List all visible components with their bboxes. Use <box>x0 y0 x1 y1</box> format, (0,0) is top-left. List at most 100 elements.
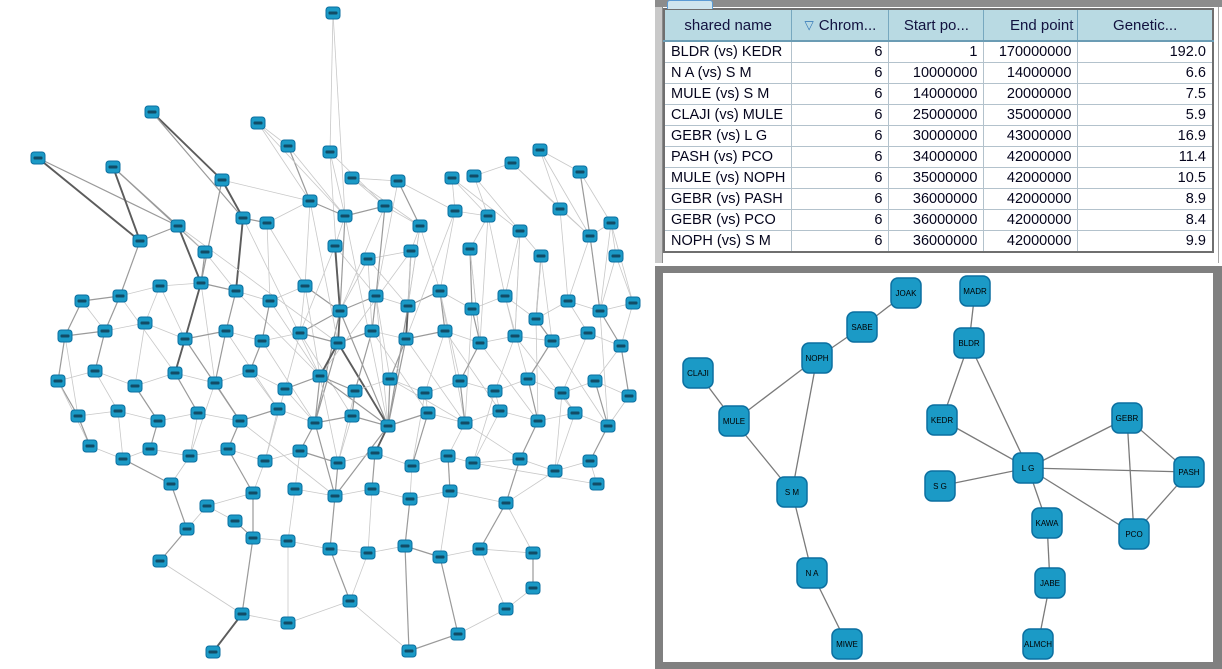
network-node-S-G[interactable]: S G <box>924 470 956 502</box>
network-node[interactable] <box>544 334 560 348</box>
network-node[interactable] <box>497 289 513 303</box>
network-edge[interactable] <box>299 285 306 334</box>
network-node[interactable] <box>344 171 360 185</box>
network-node[interactable] <box>592 304 608 318</box>
network-node[interactable] <box>228 284 244 298</box>
network-edge[interactable] <box>589 235 601 312</box>
network-node[interactable] <box>512 452 528 466</box>
network-edge[interactable] <box>469 248 473 310</box>
network-edge[interactable] <box>239 420 336 497</box>
network-node-S-M[interactable]: S M <box>776 476 808 508</box>
network-node[interactable] <box>179 522 195 536</box>
network-node[interactable] <box>330 456 346 470</box>
network-node[interactable] <box>368 289 384 303</box>
table-row[interactable]: NOPH (vs) S M 6 36000000 42000000 9.9 <box>663 230 1214 253</box>
network-node[interactable] <box>412 219 428 233</box>
network-node[interactable] <box>397 539 413 553</box>
network-node[interactable] <box>193 276 209 290</box>
network-edge[interactable] <box>1126 417 1135 535</box>
network-node[interactable] <box>498 496 514 510</box>
network-node[interactable] <box>280 534 296 548</box>
main-network-canvas[interactable] <box>0 0 655 669</box>
network-node[interactable] <box>232 414 248 428</box>
network-node[interactable] <box>600 419 616 433</box>
network-edge[interactable] <box>257 122 311 202</box>
network-node[interactable] <box>327 239 343 253</box>
network-edge[interactable] <box>241 613 289 624</box>
network-edge[interactable] <box>387 305 409 427</box>
network-edge[interactable] <box>610 222 634 304</box>
network-node[interactable] <box>472 336 488 350</box>
network-edge[interactable] <box>397 180 421 227</box>
network-node[interactable] <box>307 416 323 430</box>
network-edge[interactable] <box>451 177 489 217</box>
network-edge[interactable] <box>314 310 341 424</box>
network-edge[interactable] <box>200 179 223 284</box>
network-edge[interactable] <box>424 330 446 394</box>
network-edge[interactable] <box>337 415 353 464</box>
table-row[interactable]: MULE (vs) S M 6 14000000 20000000 7.5 <box>663 83 1214 105</box>
network-node-KAWA[interactable]: KAWA <box>1031 507 1063 539</box>
network-node[interactable] <box>462 242 478 256</box>
network-node[interactable] <box>167 366 183 380</box>
network-edge[interactable] <box>37 157 141 242</box>
network-node-CLAJI[interactable]: CLAJI <box>682 357 714 389</box>
network-edge[interactable] <box>319 250 412 377</box>
network-node[interactable] <box>97 324 113 338</box>
network-edge[interactable] <box>439 290 446 332</box>
network-edge[interactable] <box>407 225 421 307</box>
network-edge[interactable] <box>505 458 521 504</box>
network-edge[interactable] <box>334 245 377 297</box>
network-node[interactable] <box>390 174 406 188</box>
network-node[interactable] <box>532 143 548 157</box>
network-node[interactable] <box>330 336 346 350</box>
network-edge[interactable] <box>397 180 456 212</box>
network-node-PCO[interactable]: PCO <box>1118 518 1150 550</box>
network-edge[interactable] <box>329 151 346 217</box>
network-node[interactable] <box>582 454 598 468</box>
network-node[interactable] <box>447 204 463 218</box>
network-node[interactable] <box>587 374 603 388</box>
network-node[interactable] <box>190 406 206 420</box>
network-edge[interactable] <box>329 12 334 153</box>
network-node[interactable] <box>572 165 588 179</box>
network-edge[interactable] <box>204 251 237 292</box>
network-node[interactable] <box>444 171 460 185</box>
network-edge[interactable] <box>494 335 516 392</box>
network-node[interactable] <box>235 211 251 225</box>
network-edge[interactable] <box>64 335 79 417</box>
network-edge[interactable] <box>225 290 237 332</box>
network-node-NOPH[interactable]: NOPH <box>801 342 833 374</box>
network-node[interactable] <box>487 384 503 398</box>
network-edge[interactable] <box>554 392 563 472</box>
network-node[interactable] <box>377 199 393 213</box>
network-node[interactable] <box>337 209 353 223</box>
network-edge[interactable] <box>389 378 466 424</box>
network-edge[interactable] <box>479 502 507 550</box>
network-node-MIWE[interactable]: MIWE <box>831 628 863 660</box>
network-edge[interactable] <box>349 600 410 652</box>
network-edge[interactable] <box>439 556 459 635</box>
network-node[interactable] <box>280 139 296 153</box>
network-edge[interactable] <box>472 462 598 485</box>
network-node[interactable] <box>227 514 243 528</box>
network-edge[interactable] <box>439 210 456 292</box>
network-edge[interactable] <box>439 290 466 424</box>
network-node[interactable] <box>322 542 338 556</box>
network-edge[interactable] <box>354 330 373 392</box>
network-node[interactable] <box>280 616 296 630</box>
network-node[interactable] <box>432 550 448 564</box>
network-node[interactable] <box>322 145 338 159</box>
network-node[interactable] <box>364 482 380 496</box>
network-node[interactable] <box>254 334 270 348</box>
network-node-MULE[interactable]: MULE <box>718 405 750 437</box>
network-node[interactable] <box>292 444 308 458</box>
column-header-chromosome[interactable]: ▽ Chrom... <box>791 8 890 42</box>
network-edge[interactable] <box>337 390 356 464</box>
network-node[interactable] <box>380 419 396 433</box>
network-node[interactable] <box>504 156 520 170</box>
network-edge[interactable] <box>539 149 591 237</box>
network-node[interactable] <box>360 546 376 560</box>
network-edge[interactable] <box>405 210 456 340</box>
network-node[interactable] <box>325 6 341 20</box>
